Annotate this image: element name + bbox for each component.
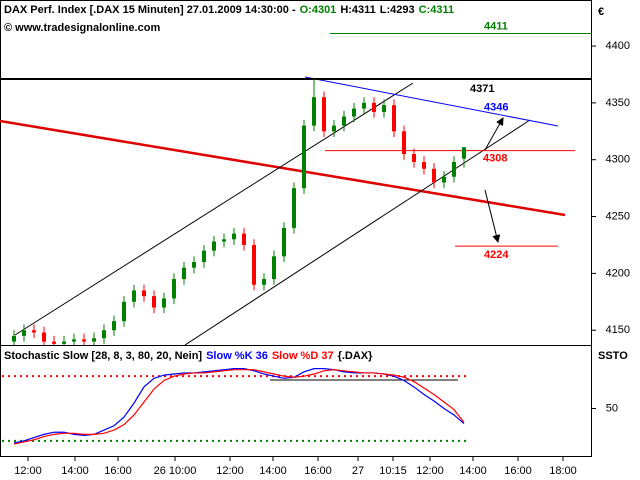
x-tick-label: 16:00 xyxy=(504,465,532,477)
candle-body xyxy=(342,116,346,126)
candle-body xyxy=(402,131,406,155)
plot-frame xyxy=(0,0,592,457)
y-tick-label: 4400 xyxy=(606,40,630,52)
level-label: 4411 xyxy=(484,20,508,32)
y-tick-label: 4150 xyxy=(606,324,630,336)
candle-body xyxy=(352,108,356,117)
candle-body xyxy=(312,97,316,126)
candle-body xyxy=(112,321,116,331)
x-tick-label: 14:00 xyxy=(459,465,487,477)
stoch-title: Stochastic Slow [28, 8, 3, 80, 20, Nein]… xyxy=(4,350,373,362)
candle-body xyxy=(92,338,96,342)
x-tick-label: 26 10:00 xyxy=(154,465,197,477)
level-label: 4224 xyxy=(484,249,509,261)
candle-body xyxy=(432,168,436,183)
x-tick-label: 12:00 xyxy=(216,465,244,477)
x-tick-label: 12:00 xyxy=(416,465,444,477)
candle-body xyxy=(52,341,56,344)
level-label: 4346 xyxy=(484,101,508,113)
candle-body xyxy=(452,161,456,177)
stoch-symbol: {.DAX} xyxy=(338,350,374,362)
x-tick-label: 16:00 xyxy=(304,465,332,477)
candle-body xyxy=(152,296,156,308)
y-tick-label: 4250 xyxy=(606,210,630,222)
candle-body xyxy=(102,330,106,339)
legend-entry: Slow %K 36 xyxy=(206,350,268,362)
y-tick-label: 4300 xyxy=(606,154,630,166)
blue-trend xyxy=(304,76,559,127)
candle-body xyxy=(72,339,76,342)
x-tick-label: 14:00 xyxy=(61,465,89,477)
candle-body xyxy=(252,244,256,285)
x-tick-label: 14:00 xyxy=(259,465,287,477)
level-label: 4371 xyxy=(470,83,494,95)
candle-body xyxy=(332,125,336,132)
candle-body xyxy=(232,233,236,240)
info-value: C:4311 xyxy=(419,4,454,16)
source: © www.tradesignalonline.com xyxy=(4,22,160,34)
candle-body xyxy=(122,301,126,322)
x-tick-label: 16:00 xyxy=(104,465,132,477)
candle-body xyxy=(392,105,396,132)
currency: € xyxy=(598,6,604,18)
candle-body xyxy=(302,125,306,189)
candle-body xyxy=(212,241,216,251)
stoch-lines xyxy=(2,368,470,445)
candle-body xyxy=(262,279,266,285)
candle-body xyxy=(32,330,36,333)
candle-body xyxy=(42,332,46,342)
y-tick-label: 4200 xyxy=(606,267,630,279)
channel-upper xyxy=(14,82,414,336)
candle-body xyxy=(292,188,296,228)
info-value: L:4293 xyxy=(380,4,415,16)
candle-body xyxy=(172,279,176,299)
candle-body xyxy=(202,250,206,263)
info-value: O:4301 xyxy=(300,4,337,16)
candle-body xyxy=(12,335,16,342)
candle-body xyxy=(382,105,386,112)
level-label: 4308 xyxy=(483,153,507,165)
stoch-title-text: Stochastic Slow [28, 8, 3, 80, 20, Nein] xyxy=(4,350,202,362)
x-tick-label: 12:00 xyxy=(14,465,42,477)
info: O:4301 H:4311 L:4293 C:4311 xyxy=(300,4,455,16)
stoch-line xyxy=(13,369,465,445)
trend-lines xyxy=(0,76,566,345)
arrow-up xyxy=(484,117,504,151)
candle-body xyxy=(422,161,426,169)
info-value: H:4311 xyxy=(340,4,375,16)
arrow-down xyxy=(484,189,501,243)
candle-body xyxy=(162,298,166,308)
candle-body xyxy=(272,256,276,280)
candle-body xyxy=(372,102,376,112)
x-tick-label: 18:00 xyxy=(549,465,577,477)
x-tick-label: 10:15 xyxy=(379,465,407,477)
candles xyxy=(0,33,592,345)
candle-body xyxy=(192,262,196,268)
y-tick-label: 4350 xyxy=(606,97,630,109)
candle-body xyxy=(142,290,146,297)
candle-body xyxy=(442,176,446,183)
candle-body xyxy=(62,341,66,344)
y-tick-label: 50 xyxy=(606,402,618,414)
candle-body xyxy=(462,147,466,159)
x-tick-label: 27 xyxy=(352,465,364,477)
red-trend xyxy=(0,119,566,217)
candle-body xyxy=(362,102,366,109)
candle-body xyxy=(222,239,226,242)
candle-body xyxy=(182,267,186,280)
legend-entry: Slow %D 37 xyxy=(272,350,334,362)
candle-body xyxy=(322,97,326,132)
candle-body xyxy=(132,290,136,302)
title: DAX Perf. Index [.DAX 15 Minuten] 27.01.… xyxy=(4,4,454,16)
title-text: DAX Perf. Index [.DAX 15 Minuten] 27.01.… xyxy=(4,4,296,16)
candle-body xyxy=(22,330,26,336)
candle-body xyxy=(412,154,416,162)
candle-body xyxy=(282,227,286,257)
channel-lower xyxy=(184,119,531,345)
stoch-axis-label: SSTO xyxy=(598,350,628,362)
legend: Slow %K 36 Slow %D 37 xyxy=(206,350,334,362)
candle-body xyxy=(82,339,86,342)
candle-body xyxy=(242,233,246,245)
